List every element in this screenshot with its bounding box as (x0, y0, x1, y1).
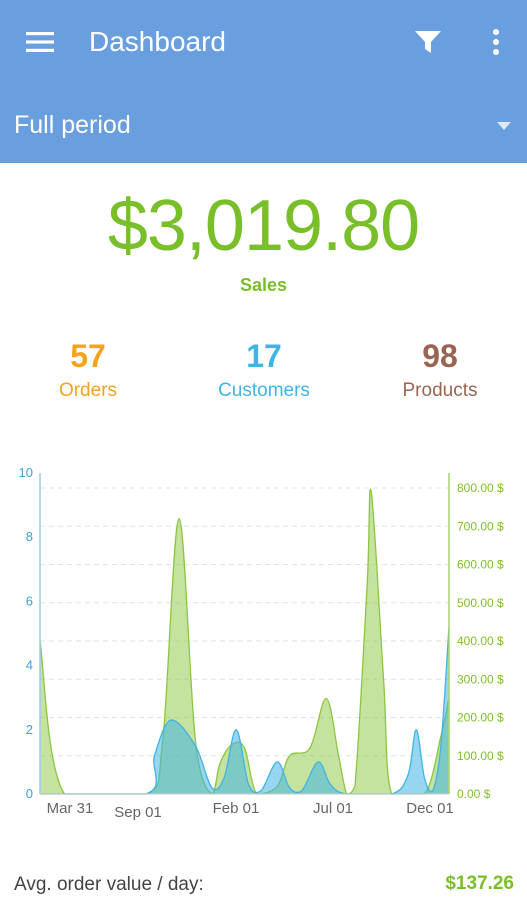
products-count: 98 (422, 338, 458, 374)
app-bar: Dashboard Full period (0, 0, 527, 163)
orders-stat[interactable]: 57 Orders (13, 336, 163, 406)
page-title: Dashboard (89, 26, 226, 57)
series-0-line (39, 488, 450, 795)
avg-order-row: Avg. order value / day: $137.26 (0, 870, 527, 900)
right-tick-label: 200.00 $ (457, 711, 504, 725)
right-tick-label: 600.00 $ (457, 558, 504, 572)
customers-count: 17 (246, 338, 282, 374)
right-tick-label: 400.00 $ (457, 634, 504, 648)
avg-order-value: $137.26 (445, 873, 514, 894)
right-tick-label: 500.00 $ (457, 596, 504, 610)
customers-stat[interactable]: 17 Customers (189, 336, 339, 406)
x-tick-label: Feb 01 (213, 800, 260, 817)
x-tick-label: Jul 01 (313, 800, 353, 817)
series-0-area (40, 489, 449, 794)
left-tick-label: 10 (19, 465, 33, 480)
x-tick-label: Sep 01 (114, 804, 162, 821)
more-vert-icon (493, 29, 499, 55)
menu-button[interactable] (22, 24, 58, 60)
sales-chart[interactable]: 0 2 4 6 8 10 0.00 $100.00 $200.00 $300.00 $400… (0, 455, 527, 835)
left-tick-label: 8 (26, 529, 33, 544)
right-tick-label: 300.00 $ (457, 672, 504, 686)
period-selector[interactable]: Full period (0, 100, 527, 150)
right-tick-label: 0.00 $ (457, 787, 491, 801)
filter-button[interactable] (410, 24, 446, 60)
avg-order-label: Avg. order value / day: (14, 874, 204, 895)
series-1-line (40, 627, 450, 795)
sales-label: Sales (239, 275, 288, 295)
left-tick-label: 6 (26, 593, 33, 608)
series-1-area (40, 627, 449, 794)
filter-icon (415, 31, 441, 53)
products-stat[interactable]: 98 Products (365, 336, 515, 406)
period-selected-label: Full period (14, 111, 131, 139)
right-tick-label: 700.00 $ (457, 519, 504, 533)
left-tick-label: 4 (26, 658, 33, 673)
sales-value: $3,019.80 (107, 186, 420, 266)
customers-label: Customers (218, 380, 310, 401)
more-options-button[interactable] (478, 24, 514, 60)
orders-label: Orders (58, 380, 118, 401)
dropdown-caret-icon (492, 116, 516, 136)
x-tick-label: Dec 01 (406, 800, 454, 817)
left-tick-label: 0 (26, 786, 33, 801)
orders-count: 57 (70, 338, 106, 374)
right-tick-label: 800.00 $ (457, 481, 504, 495)
right-tick-label: 100.00 $ (457, 749, 504, 763)
left-tick-label: 2 (26, 722, 33, 737)
menu-icon (26, 32, 54, 52)
products-label: Products (402, 380, 478, 401)
x-tick-label: Mar 31 (47, 800, 94, 817)
